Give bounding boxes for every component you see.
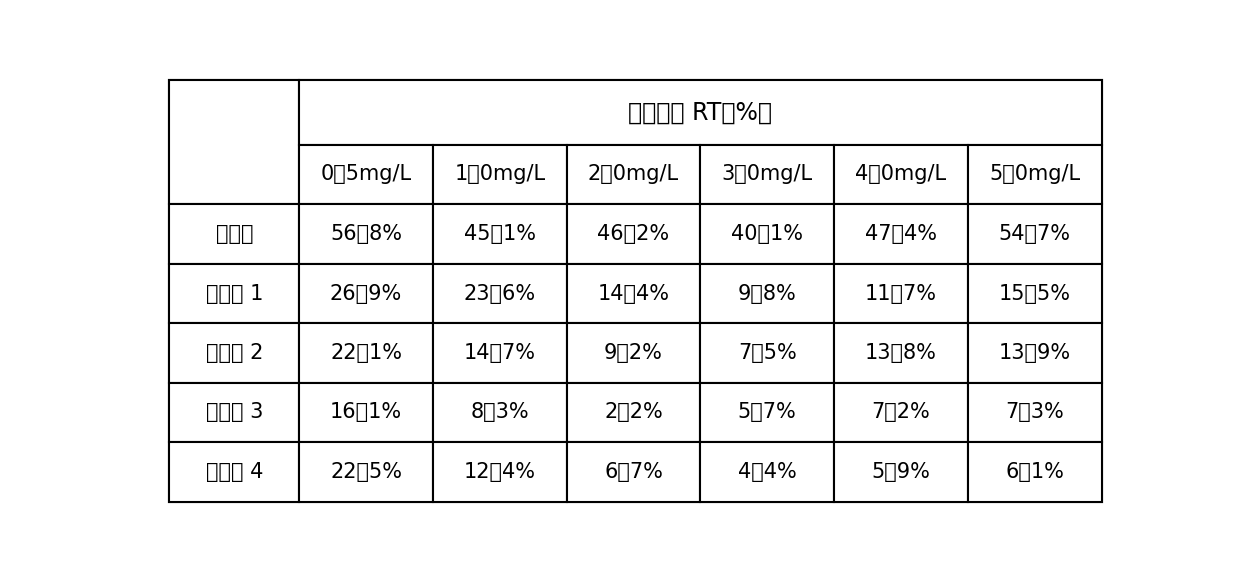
Bar	[170, 442, 299, 502]
Bar	[968, 442, 1101, 502]
Text: 14．7%: 14．7%	[464, 343, 536, 363]
Bar	[299, 145, 433, 204]
Text: 8．3%: 8．3%	[470, 403, 529, 422]
Text: 13．9%: 13．9%	[998, 343, 1071, 363]
Text: 45．1%: 45．1%	[464, 224, 536, 244]
Bar	[170, 264, 299, 323]
Text: 46．2%: 46．2%	[598, 224, 670, 244]
Bar	[701, 323, 835, 382]
Bar	[968, 145, 1101, 204]
Text: 2．2%: 2．2%	[604, 403, 663, 422]
Bar	[567, 382, 701, 442]
Text: 11．7%: 11．7%	[866, 283, 937, 304]
Bar	[567, 442, 701, 502]
Text: 56．8%: 56．8%	[330, 224, 402, 244]
Text: 壳聚糖: 壳聚糖	[216, 224, 253, 244]
Text: 4．0mg/L: 4．0mg/L	[856, 165, 946, 184]
Bar	[170, 204, 299, 264]
Text: 40．1%: 40．1%	[732, 224, 804, 244]
Text: 23．6%: 23．6%	[464, 283, 536, 304]
Text: 26．9%: 26．9%	[330, 283, 402, 304]
Bar	[835, 323, 968, 382]
Bar	[968, 382, 1101, 442]
Text: 54．7%: 54．7%	[998, 224, 1070, 244]
Bar	[299, 323, 433, 382]
Bar	[701, 442, 835, 502]
Bar	[567, 145, 701, 204]
Bar	[701, 382, 835, 442]
Bar	[299, 204, 433, 264]
Text: 47．4%: 47．4%	[866, 224, 937, 244]
Text: 实施例 3: 实施例 3	[206, 403, 263, 422]
Text: 2．0mg/L: 2．0mg/L	[588, 165, 680, 184]
Bar	[835, 204, 968, 264]
Bar	[968, 264, 1101, 323]
Text: 实施例 4: 实施例 4	[206, 462, 263, 482]
Bar	[299, 442, 433, 502]
Text: 9．2%: 9．2%	[604, 343, 663, 363]
Text: 16．1%: 16．1%	[330, 403, 402, 422]
Bar	[170, 382, 299, 442]
Text: 22．1%: 22．1%	[330, 343, 402, 363]
Bar	[968, 204, 1101, 264]
Bar	[835, 382, 968, 442]
Text: 7．2%: 7．2%	[872, 403, 930, 422]
Text: 9．8%: 9．8%	[738, 283, 796, 304]
Text: 0．5mg/L: 0．5mg/L	[320, 165, 412, 184]
Text: 残留浊度 RT（%）: 残留浊度 RT（%）	[629, 100, 773, 124]
Bar	[567, 264, 701, 323]
Text: 5．9%: 5．9%	[872, 462, 930, 482]
Bar	[835, 442, 968, 502]
Bar	[433, 382, 567, 442]
Text: 6．1%: 6．1%	[1006, 462, 1064, 482]
Bar	[299, 382, 433, 442]
Bar	[701, 264, 835, 323]
Bar	[835, 264, 968, 323]
Text: 14．4%: 14．4%	[598, 283, 670, 304]
Bar	[567, 204, 701, 264]
Bar	[433, 145, 567, 204]
Bar	[701, 145, 835, 204]
Bar	[170, 323, 299, 382]
Bar	[567, 323, 701, 382]
Text: 5．0mg/L: 5．0mg/L	[990, 165, 1080, 184]
Text: 实施例 1: 实施例 1	[206, 283, 263, 304]
Text: 1．0mg/L: 1．0mg/L	[454, 165, 546, 184]
Text: 4．4%: 4．4%	[738, 462, 796, 482]
Bar	[835, 145, 968, 204]
Bar	[433, 442, 567, 502]
Text: 12．4%: 12．4%	[464, 462, 536, 482]
Bar	[433, 204, 567, 264]
Text: 5．7%: 5．7%	[738, 403, 796, 422]
Text: 6．7%: 6．7%	[604, 462, 663, 482]
Text: 7．3%: 7．3%	[1006, 403, 1064, 422]
Bar	[299, 80, 1101, 145]
Text: 13．8%: 13．8%	[866, 343, 937, 363]
Bar	[433, 323, 567, 382]
Bar	[701, 204, 835, 264]
Text: 22．5%: 22．5%	[330, 462, 402, 482]
Text: 3．0mg/L: 3．0mg/L	[722, 165, 812, 184]
Bar	[433, 264, 567, 323]
Text: 实施例 2: 实施例 2	[206, 343, 263, 363]
Text: 7．5%: 7．5%	[738, 343, 796, 363]
Bar	[968, 323, 1101, 382]
Bar	[299, 264, 433, 323]
Text: 15．5%: 15．5%	[998, 283, 1070, 304]
Bar	[170, 80, 299, 204]
